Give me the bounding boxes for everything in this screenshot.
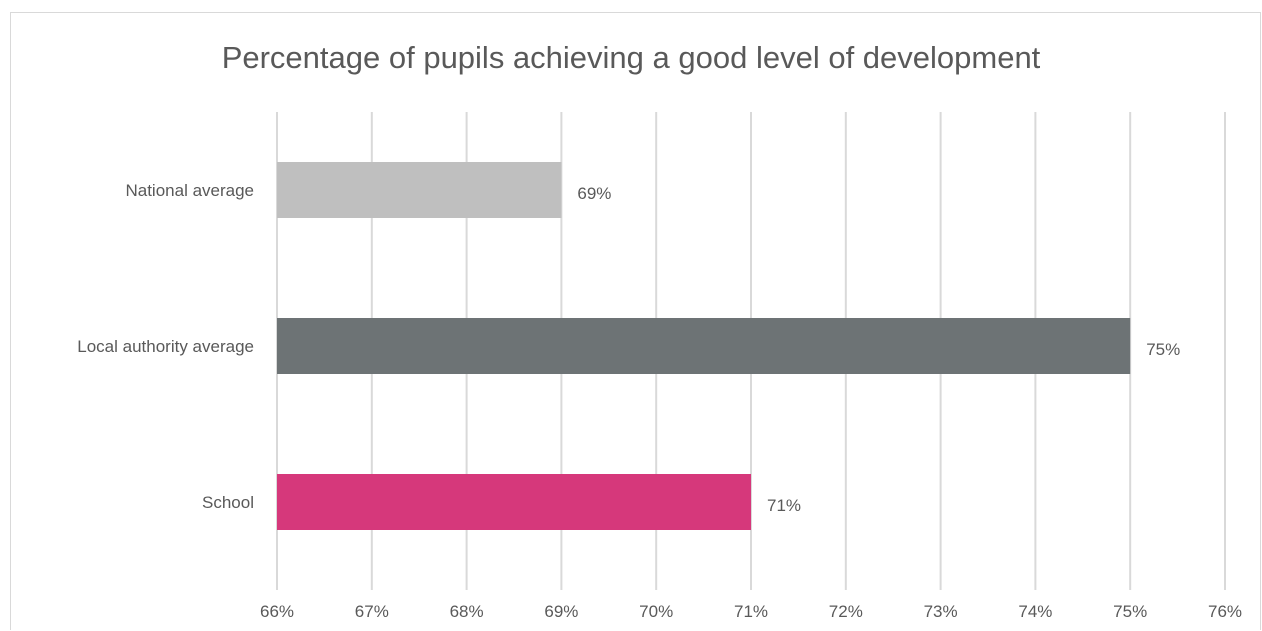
chart-title: Percentage of pupils achieving a good le…: [221, 40, 1041, 75]
category-label: Local authority average: [77, 337, 254, 356]
x-tick-label: 72%: [829, 602, 863, 621]
x-tick-label: 67%: [355, 602, 389, 621]
x-tick-label: 66%: [260, 602, 294, 621]
category-labels: National average Local authority average S…: [77, 181, 254, 512]
x-tick-label: 69%: [544, 602, 578, 621]
value-label: 71%: [767, 496, 801, 515]
bar-school: [277, 474, 751, 530]
x-tick-label: 71%: [734, 602, 768, 621]
x-tick-label: 76%: [1208, 602, 1242, 621]
bar-national-average: [277, 162, 562, 218]
bars: [277, 162, 1131, 530]
x-tick-label: 68%: [450, 602, 484, 621]
category-label: National average: [125, 181, 254, 200]
x-tick-label: 73%: [924, 602, 958, 621]
value-label: 69%: [577, 184, 611, 203]
x-axis-ticks: 66% 67% 68% 69% 70% 71% 72% 73% 74% 75% 76%: [260, 602, 1242, 621]
bar-local-authority-average: [277, 318, 1131, 374]
value-label: 75%: [1146, 340, 1180, 359]
x-tick-label: 75%: [1113, 602, 1147, 621]
category-label: School: [202, 493, 254, 512]
x-tick-label: 74%: [1018, 602, 1052, 621]
x-tick-label: 70%: [639, 602, 673, 621]
value-labels: 69% 75% 71%: [577, 184, 1180, 515]
